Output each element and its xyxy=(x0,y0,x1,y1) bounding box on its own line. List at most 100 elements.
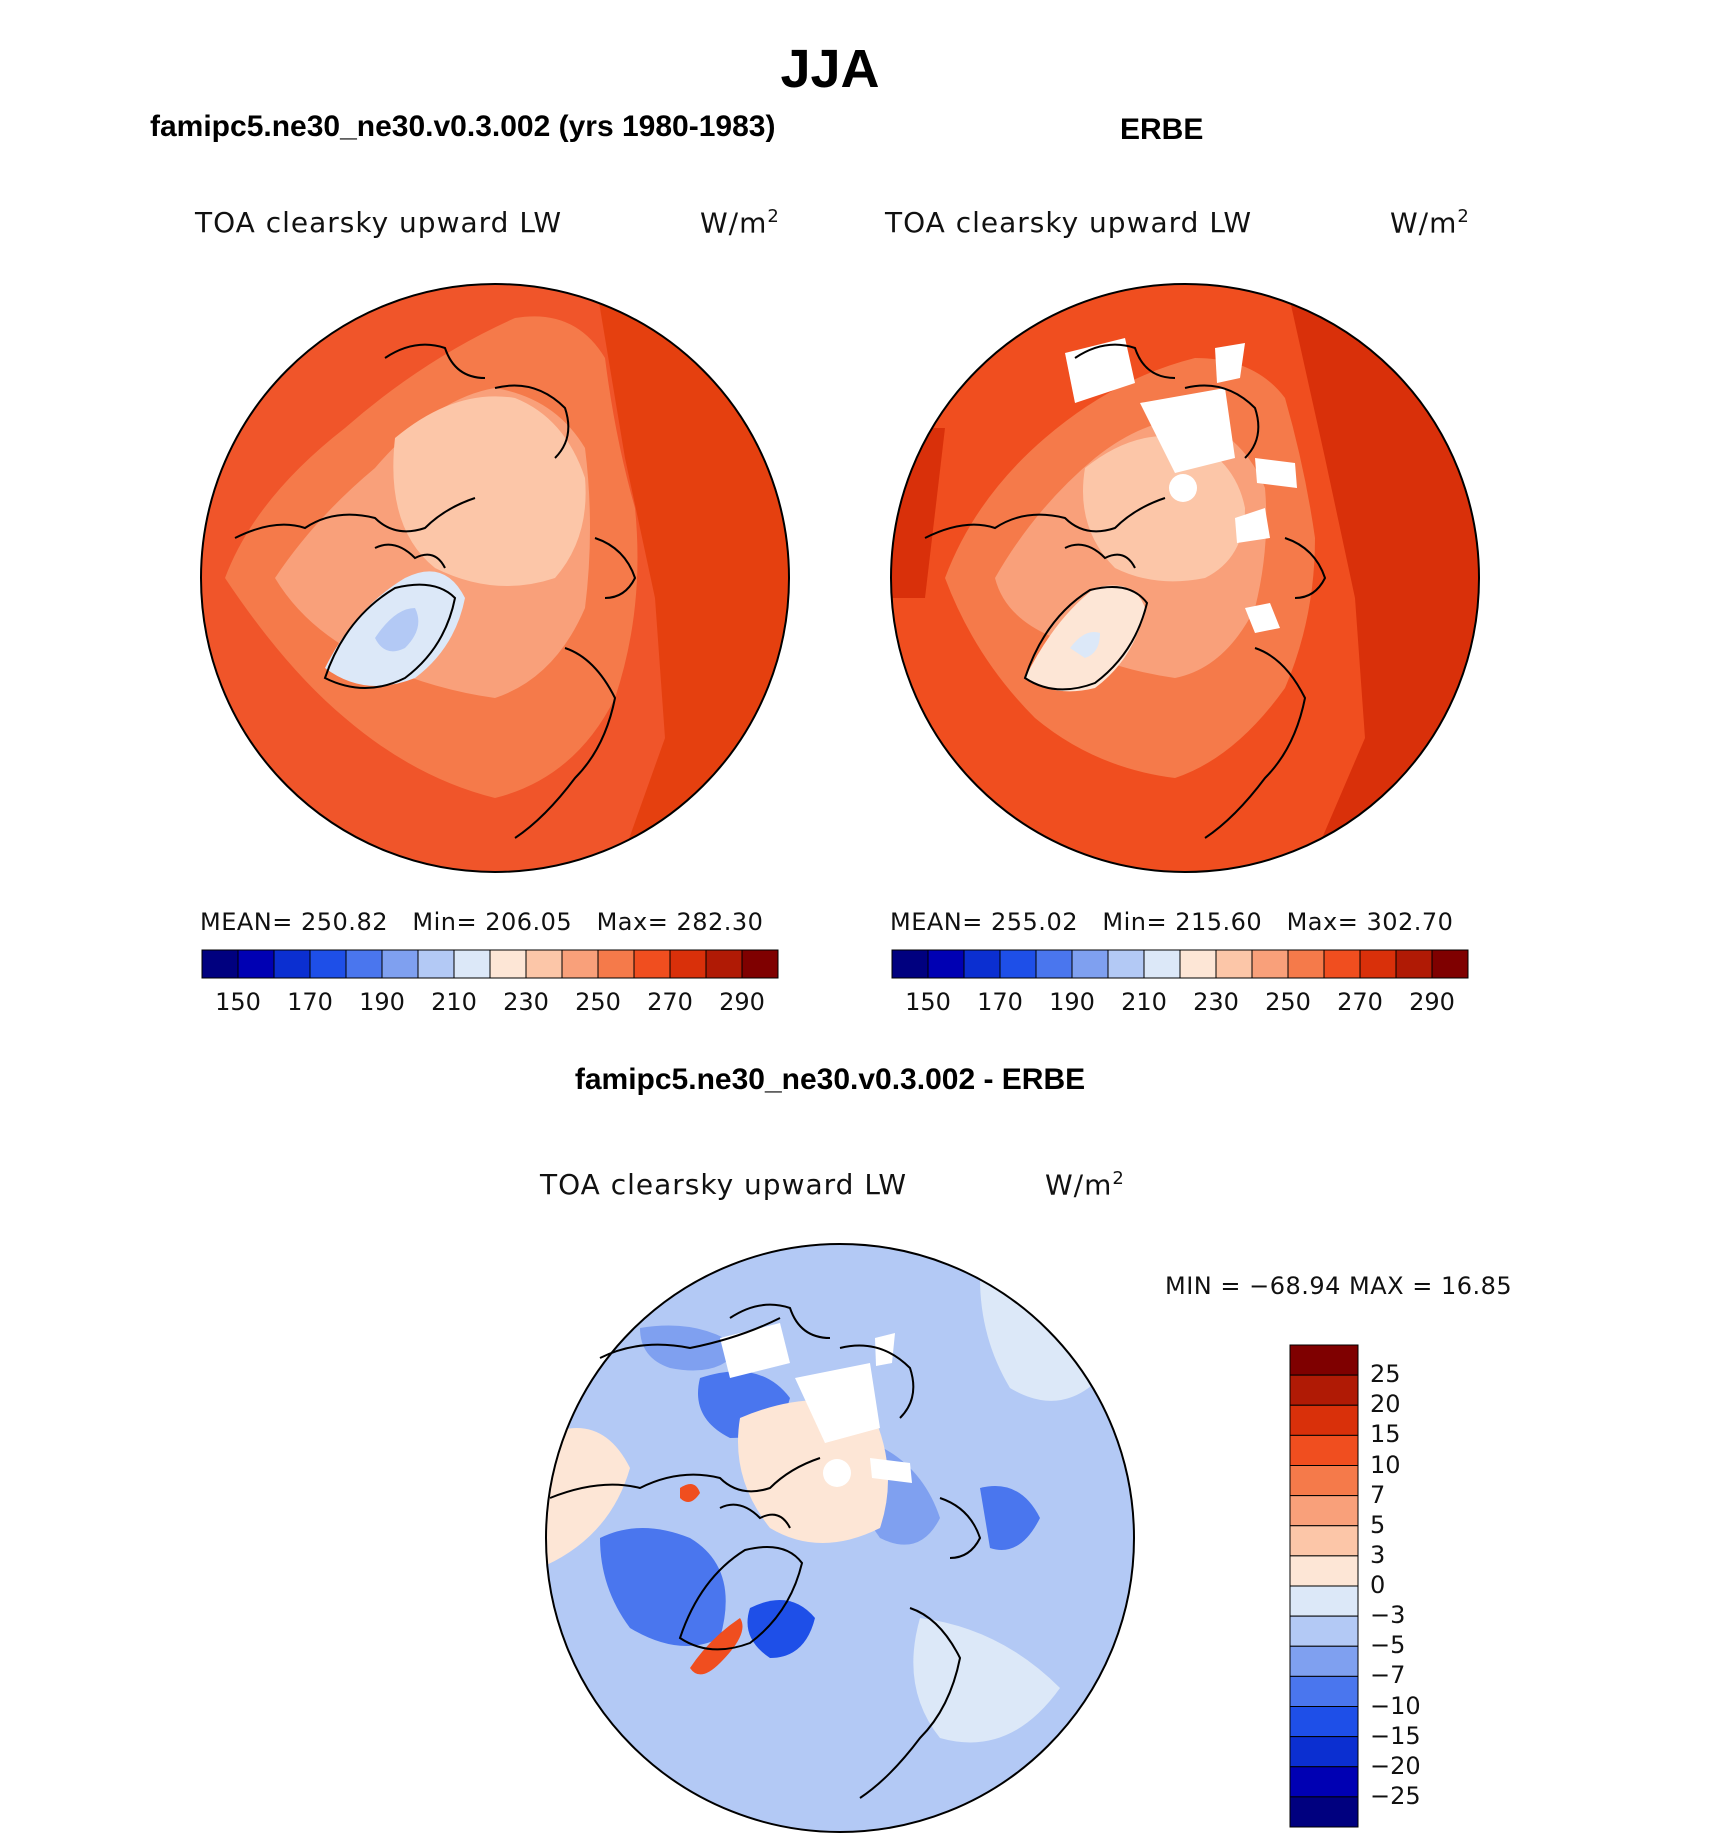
diff-colorbar-label: 10 xyxy=(1370,1450,1401,1479)
diff-colorbar-swatch xyxy=(1289,1374,1359,1406)
colorbar-tick-label: 250 xyxy=(1265,988,1311,1016)
left-max-value: 282.30 xyxy=(676,908,764,936)
diff-colorbar-swatch xyxy=(1289,1344,1359,1376)
right-polar-map xyxy=(890,283,1480,873)
right-panel-heading: ERBE xyxy=(1120,113,1204,146)
colorbar-swatch xyxy=(201,949,239,979)
right-units-exponent: 2 xyxy=(1457,206,1470,227)
diff-colorbar-label: −7 xyxy=(1370,1661,1406,1690)
right-pole-hole xyxy=(1169,474,1197,502)
left-polar-map xyxy=(200,283,790,873)
diff-colorbar-swatch xyxy=(1289,1434,1359,1466)
right-pale-zone xyxy=(1083,436,1245,582)
right-missing-data-f xyxy=(1245,603,1280,633)
left-ice-core xyxy=(375,608,419,652)
diff-colorbar-swatch xyxy=(1289,1525,1359,1557)
colorbar-tick-label: 230 xyxy=(1193,988,1239,1016)
colorbar-tick-label: 150 xyxy=(905,988,951,1016)
diff-missing-data-c xyxy=(875,1333,895,1366)
colorbar-swatch xyxy=(927,949,965,979)
diff-colorbar-label: −5 xyxy=(1370,1631,1406,1660)
diff-pole-hole xyxy=(823,1459,851,1487)
colorbar-tick-label: 250 xyxy=(575,988,621,1016)
diff-units-base: W/m xyxy=(1045,1168,1113,1202)
left-min-label: Min= xyxy=(412,908,478,936)
left-min-value: 206.05 xyxy=(485,908,573,936)
right-missing-data-d xyxy=(1255,458,1297,488)
left-map-border xyxy=(200,283,790,873)
main-title: JJA xyxy=(780,39,880,99)
diff-colorbar-label: 0 xyxy=(1370,1571,1386,1599)
left-units-base: W/m xyxy=(700,206,768,240)
colorbar-tick-label: 170 xyxy=(977,988,1023,1016)
diff-colorbar-label: 25 xyxy=(1370,1360,1401,1389)
diff-blue-patch-a xyxy=(600,1528,726,1646)
diff-map-border xyxy=(545,1243,1135,1833)
diff-variable-label: TOA clearsky upward LW xyxy=(540,1168,908,1201)
right-units-base: W/m xyxy=(1390,206,1458,240)
diff-colorbar-labels: 25 20 15 10 7 5 3 0 −3 −5 −7 −10 −15 −20 −25 xyxy=(1370,1345,1470,1827)
colorbar-swatch xyxy=(1107,949,1145,979)
left-colorbar xyxy=(201,949,779,979)
right-min-value: 215.60 xyxy=(1175,908,1263,936)
right-coastlines xyxy=(924,343,1327,839)
colorbar-swatch xyxy=(525,949,563,979)
left-units-exponent: 2 xyxy=(767,206,780,227)
diff-blue-patch-f xyxy=(980,1486,1040,1550)
colorbar-swatch xyxy=(633,949,671,979)
colorbar-tick-label: 210 xyxy=(1121,988,1167,1016)
diff-west-positive xyxy=(546,1428,630,1568)
colorbar-tick-label: 190 xyxy=(1049,988,1095,1016)
diff-colorbar-label: 5 xyxy=(1370,1510,1386,1539)
diff-colorbar-swatch xyxy=(1289,1585,1359,1617)
colorbar-tick-label: 230 xyxy=(503,988,549,1016)
right-max-value: 302.70 xyxy=(1366,908,1454,936)
colorbar-swatch xyxy=(345,949,383,979)
colorbar-swatch xyxy=(963,949,1001,979)
colorbar-swatch xyxy=(417,949,455,979)
diff-ne-light xyxy=(980,1278,1100,1401)
diff-colorbar-label: 7 xyxy=(1370,1480,1386,1509)
diff-colorbar-label: 20 xyxy=(1370,1390,1401,1419)
diff-colorbar-swatch xyxy=(1289,1675,1359,1707)
colorbar-swatch xyxy=(273,949,311,979)
left-coastlines xyxy=(234,343,637,839)
left-panel-heading: famipc5.ne30_ne30.v0.3.002 (yrs 1980-198… xyxy=(150,110,776,143)
diff-colorbar-swatch xyxy=(1289,1736,1359,1768)
diff-missing-data-b xyxy=(795,1363,880,1443)
diff-units-exponent: 2 xyxy=(1112,1168,1125,1189)
colorbar-swatch xyxy=(561,949,599,979)
colorbar-tick-label: 290 xyxy=(719,988,765,1016)
right-stats: MEAN= 255.02 Min= 215.60 Max= 302.70 xyxy=(890,908,1453,936)
colorbar-swatch xyxy=(1431,949,1469,979)
right-mean-label: MEAN= xyxy=(890,908,983,936)
diff-colorbar-label: −15 xyxy=(1370,1721,1421,1750)
diff-polar-map xyxy=(545,1243,1135,1833)
diff-red-streak xyxy=(690,1618,743,1675)
left-mean-value: 250.82 xyxy=(301,908,388,936)
diff-colorbar-label: −10 xyxy=(1370,1691,1421,1720)
colorbar-swatch xyxy=(1143,949,1181,979)
left-variable-label: TOA clearsky upward LW xyxy=(195,206,563,239)
right-missing-data-b xyxy=(1140,388,1235,473)
diff-colorbar-label: 15 xyxy=(1370,1420,1401,1449)
colorbar-swatch xyxy=(453,949,491,979)
colorbar-tick-label: 290 xyxy=(1409,988,1455,1016)
diff-units-label: W/m2 xyxy=(1045,1168,1125,1201)
diff-colorbar-label: −25 xyxy=(1370,1781,1421,1810)
diff-colorbar-label: 3 xyxy=(1370,1540,1386,1569)
colorbar-swatch xyxy=(597,949,635,979)
left-max-label: Max= xyxy=(596,908,669,936)
colorbar-tick-label: 210 xyxy=(431,988,477,1016)
right-map-field xyxy=(891,284,1479,872)
right-colorbar-ticks: 150 170 190 210 230 250 270 290 xyxy=(892,988,1468,1018)
right-missing-data-e xyxy=(1235,508,1270,543)
diff-colorbar-swatch xyxy=(1289,1495,1359,1527)
diff-se-light xyxy=(913,1618,1060,1743)
colorbar-tick-label: 150 xyxy=(215,988,261,1016)
diff-panel-heading: famipc5.ne30_ne30.v0.3.002 - ERBE xyxy=(574,1063,1086,1096)
right-warm-sector xyxy=(1285,284,1479,872)
colorbar-swatch xyxy=(489,949,527,979)
right-missing-data-c xyxy=(1215,343,1245,383)
right-max-label: Max= xyxy=(1286,908,1359,936)
